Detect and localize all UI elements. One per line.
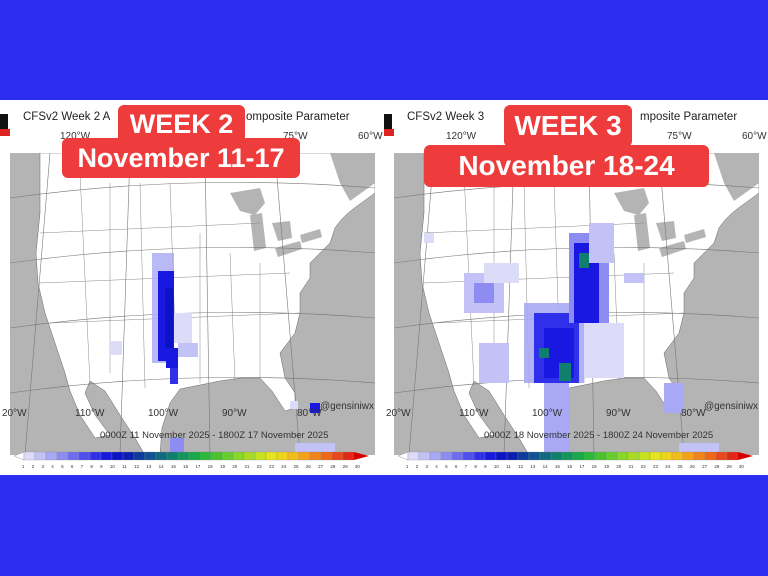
lon-label-top: 60°W: [742, 131, 767, 142]
colorbar-tick-label: 16: [183, 464, 189, 469]
week-banner: WEEK 3: [504, 105, 632, 147]
lon-label-bottom: 80°W: [681, 408, 706, 419]
colorbar-tick-label: 4: [51, 464, 54, 469]
colorbar-tick-label: 20: [616, 464, 622, 469]
colorbar-labels: 1 2 3 4 5 6 7 8 9 10 11 12 13 14 15 16 17 18 19 20 21 22 23 24 2…: [22, 464, 360, 469]
colorbar-tick-label: 17: [579, 464, 585, 469]
colorbar-tick-label: 12: [518, 464, 524, 469]
colorbar-tick-label: 14: [158, 464, 164, 469]
lon-label-bottom: 90°W: [606, 408, 631, 419]
colorbar-tick-label: 30: [354, 464, 360, 469]
colorbar-tick-label: 25: [293, 464, 299, 469]
colorbar-tick-label: 21: [244, 464, 250, 469]
colorbar-tick-label: 30: [738, 464, 744, 469]
lon-label-bottom: 100°W: [148, 408, 179, 419]
lon-label-top: 120°W: [446, 131, 477, 142]
colorbar-tick-label: 20: [232, 464, 238, 469]
colorbar-tick-label: 1: [22, 464, 25, 469]
author-handle: @gensiniwx: [703, 401, 758, 412]
colorbar-tick-label: 8: [474, 464, 477, 469]
colorbar-tick-label: 23: [653, 464, 659, 469]
colorbar-tick-label: 2: [31, 464, 35, 469]
dates-banner: November 11-17: [62, 138, 300, 178]
colorbar-tick-label: 23: [269, 464, 275, 469]
map-title-suffix: mposite Parameter: [640, 111, 738, 123]
colorbar-tick-label: 7: [80, 464, 84, 469]
colorbar-tick-label: 13: [146, 464, 152, 469]
colorbar: [14, 451, 369, 461]
colorbar-tick-label: 29: [726, 464, 732, 469]
colorbar-tick-label: 22: [256, 464, 262, 469]
colorbar-tick-label: 16: [567, 464, 573, 469]
colorbar-tick-label: 13: [530, 464, 536, 469]
colorbar-tick-label: 10: [493, 464, 499, 469]
colorbar-tick-label: 27: [702, 464, 708, 469]
lon-label-bottom: 100°W: [532, 408, 563, 419]
lon-label-top: 120°W: [60, 131, 91, 142]
colorbar-tick-label: 22: [640, 464, 646, 469]
colorbar-tick-label: 12: [134, 464, 140, 469]
colorbar-tick-label: 24: [281, 464, 287, 469]
colorbar-tick-label: 21: [628, 464, 634, 469]
colorbar-tick-label: 3: [425, 464, 429, 469]
colorbar-tick-label: 10: [109, 464, 115, 469]
colorbar-tick-label: 28: [330, 464, 336, 469]
map-week2: [10, 153, 375, 455]
colorbar-tick-label: 9: [100, 464, 103, 469]
colorbar-tick-label: 15: [554, 464, 560, 469]
colorbar-tick-label: 6: [70, 464, 74, 469]
colorbar-tick-label: 1: [406, 464, 409, 469]
lon-label-bottom: 20°W: [2, 408, 27, 419]
colorbar-tick-label: 18: [591, 464, 597, 469]
map-title: CFSv2 Week 2 A: [23, 111, 111, 123]
lon-label-bottom: 110°W: [75, 408, 105, 419]
colorbar-tick-label: 15: [170, 464, 176, 469]
logo-icon: [384, 114, 394, 136]
colorbar-tick-label: 18: [207, 464, 213, 469]
lon-label-top: 75°W: [283, 131, 308, 142]
colorbar-tick-label: 5: [61, 464, 64, 469]
colorbar-tick-label: 19: [603, 464, 609, 469]
lon-label-top: 75°W: [667, 131, 692, 142]
panel-week2: CFSv2 Week 2 A omposite Parameter 120°W …: [0, 100, 384, 475]
colorbar-tick-label: 3: [41, 464, 45, 469]
colorbar-tick-label: 25: [677, 464, 683, 469]
dates-banner: November 18-24: [424, 145, 709, 187]
colorbar-tick-label: 26: [305, 464, 311, 469]
lon-label-bottom: 80°W: [297, 408, 322, 419]
lon-label-bottom: 90°W: [222, 408, 247, 419]
colorbar-tick-label: 11: [506, 464, 511, 469]
map-title: CFSv2 Week 3: [407, 111, 485, 123]
week-banner: WEEK 2: [118, 105, 245, 143]
author-handle: @gensiniwx: [319, 401, 374, 412]
colorbar-tick-label: 28: [714, 464, 720, 469]
colorbar-tick-label: 6: [454, 464, 458, 469]
colorbar-tick-label: 7: [464, 464, 468, 469]
colorbar-tick-label: 17: [195, 464, 201, 469]
date-range: 0000Z 11 November 2025 - 1800Z 17 Novemb…: [100, 430, 329, 441]
colorbar-tick-label: 24: [665, 464, 671, 469]
colorbar-tick-label: 2: [415, 464, 419, 469]
colorbar-tick-label: 26: [689, 464, 695, 469]
logo-icon: [0, 114, 10, 136]
colorbar-tick-label: 11: [122, 464, 127, 469]
date-range: 0000Z 18 November 2025 - 1800Z 24 Novemb…: [484, 430, 714, 441]
map-week3: [394, 153, 759, 455]
lon-label-bottom: 110°W: [459, 408, 489, 419]
colorbar-tick-label: 19: [219, 464, 225, 469]
colorbar-tick-label: 29: [342, 464, 348, 469]
colorbar-tick-label: 4: [435, 464, 438, 469]
map-title-suffix: omposite Parameter: [246, 111, 350, 123]
colorbar-tick-label: 14: [542, 464, 548, 469]
lon-label-bottom: 20°W: [386, 408, 411, 419]
colorbar-tick-label: 9: [484, 464, 487, 469]
panel-week3: CFSv2 Week 3 mposite Parameter 120°W 75°…: [384, 100, 768, 475]
colorbar-tick-label: 5: [445, 464, 448, 469]
colorbar-tick-label: 8: [90, 464, 93, 469]
lon-label-top: 60°W: [358, 131, 383, 142]
colorbar-labels: 1 2 3 4 5 6 7 8 9 10 11 12 13 14 15 16 17 18 19 20 21 22 23 24 2…: [406, 464, 744, 469]
colorbar: [398, 451, 753, 461]
colorbar-tick-label: 27: [318, 464, 324, 469]
